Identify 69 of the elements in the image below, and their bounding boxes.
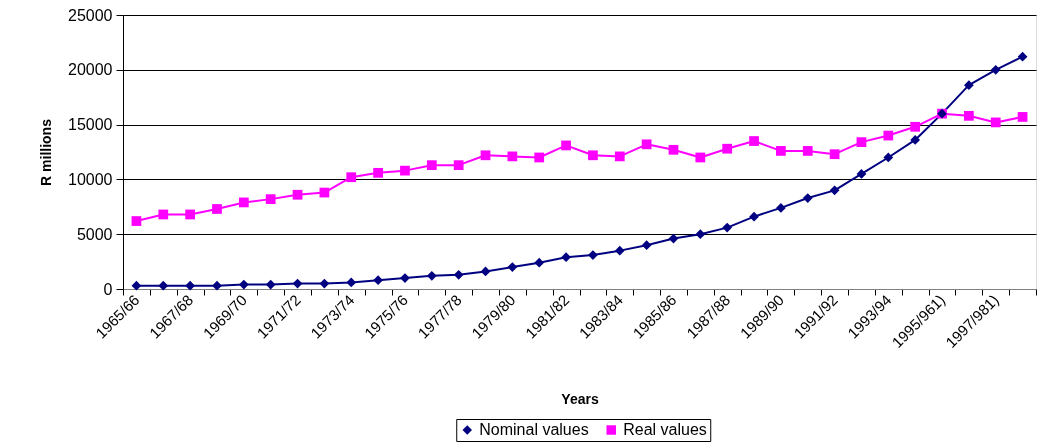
point	[641, 139, 652, 150]
y-tick-label: 5000	[76, 225, 113, 243]
y-tick-label: 0	[103, 280, 113, 298]
point	[265, 194, 276, 204]
point	[695, 152, 706, 163]
point	[346, 172, 357, 183]
point	[990, 64, 1001, 75]
point	[534, 257, 545, 268]
point	[373, 275, 383, 286]
y-tick-label: 25000	[68, 6, 113, 24]
point	[158, 280, 169, 291]
point	[373, 167, 383, 178]
point	[963, 80, 974, 91]
point	[561, 140, 571, 151]
point	[507, 151, 518, 162]
point	[910, 121, 921, 132]
point	[534, 152, 545, 163]
x-axis-title: Years	[561, 390, 599, 407]
point	[292, 189, 303, 200]
point	[829, 149, 840, 160]
point	[212, 204, 222, 214]
point	[346, 277, 357, 288]
point	[453, 160, 464, 171]
point	[507, 262, 518, 272]
point	[749, 211, 759, 222]
point	[131, 216, 142, 226]
point	[453, 269, 464, 280]
point	[238, 197, 249, 208]
point	[883, 130, 894, 141]
point	[265, 279, 276, 290]
point	[722, 143, 733, 154]
point	[910, 135, 921, 145]
legend-label: Nominal values	[479, 421, 589, 438]
point	[614, 151, 625, 162]
point	[561, 252, 571, 263]
point	[131, 280, 142, 291]
point	[883, 152, 894, 163]
point	[480, 150, 491, 161]
point	[426, 270, 437, 281]
point	[990, 117, 1001, 128]
point	[212, 280, 222, 291]
point	[856, 169, 867, 179]
y-tick-label: 20000	[68, 61, 113, 79]
point	[158, 209, 169, 220]
point	[1017, 112, 1028, 122]
point	[668, 144, 679, 155]
legend-label: Real values	[623, 421, 707, 438]
point	[185, 280, 196, 291]
point	[695, 229, 706, 240]
point	[829, 185, 840, 196]
point	[722, 222, 733, 233]
point	[802, 193, 813, 203]
point	[238, 279, 249, 290]
point	[185, 209, 196, 220]
point	[588, 150, 598, 161]
point	[614, 245, 625, 256]
point	[400, 165, 410, 176]
y-tick-label: 10000	[68, 170, 113, 188]
y-tick-label: 15000	[68, 116, 113, 134]
point	[749, 136, 759, 146]
point	[776, 203, 786, 213]
point	[963, 110, 974, 121]
point	[426, 160, 437, 171]
point	[776, 146, 786, 156]
y-axis-title: R millions	[38, 118, 55, 186]
point	[856, 137, 867, 148]
point	[1017, 51, 1028, 62]
point	[641, 240, 652, 251]
point	[802, 146, 813, 156]
